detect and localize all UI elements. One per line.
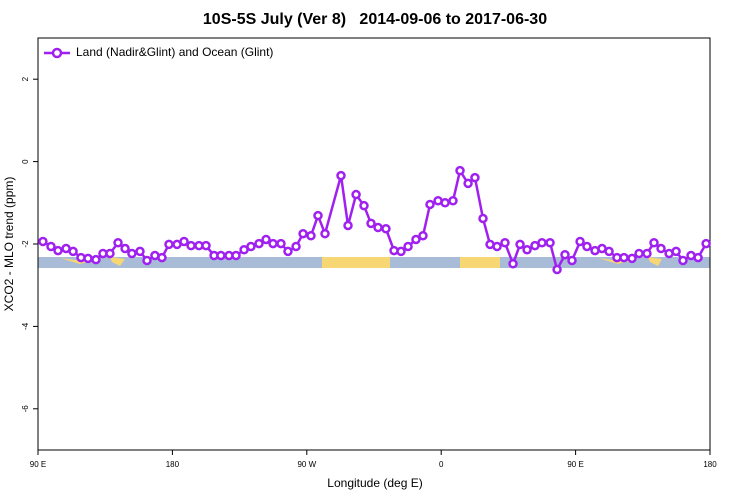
point [164,239,174,250]
point [38,236,48,247]
point [396,246,406,257]
x-tick-label: 0 [439,460,444,469]
point [373,222,383,233]
point [701,238,711,249]
point [604,246,614,257]
point [522,245,532,255]
point [537,238,547,248]
point [508,259,518,269]
point [268,238,278,249]
point [306,231,316,241]
point [179,236,189,247]
point [231,250,241,261]
point [46,241,56,252]
point [68,246,78,257]
point [478,213,488,224]
x-tick-label: 180 [703,460,717,469]
point [582,241,592,252]
point [515,239,525,250]
legend-label: Land (Nadir&Glint) and Ocean (Glint) [76,45,273,59]
point [105,248,115,259]
point [343,220,353,231]
point [91,254,101,265]
point [403,241,413,252]
y-tick-label: -2 [21,240,30,248]
point [448,195,458,206]
point [560,249,570,260]
point [649,238,659,248]
point [656,243,666,254]
point [113,238,123,248]
point [127,248,137,259]
x-tick-label: 90 E [567,460,583,469]
point [693,252,703,263]
point [463,178,473,189]
point [254,238,264,249]
x-tick-label: 90 E [30,460,46,469]
point [440,198,450,208]
point [411,234,421,245]
point [283,246,293,257]
point [470,172,480,183]
point [351,189,361,200]
point [567,255,577,266]
point [627,253,637,264]
point [634,248,644,259]
point [619,252,629,263]
point [120,243,130,254]
point [381,224,391,234]
point [455,165,465,176]
point [186,240,196,251]
y-tick-label: -4 [21,322,30,330]
point [678,255,688,266]
x-tick-label: 90 W [297,460,316,469]
x-axis-label: Longitude (deg E) [327,476,422,490]
point [500,238,510,248]
land-ocean-strip [38,257,710,268]
plot-frame [37,37,711,451]
point [336,170,346,181]
point [492,241,502,252]
point [135,246,145,257]
point [552,264,562,275]
y-axis-label: XCO2 - MLO trend (ppm) [2,177,16,312]
point [418,231,428,241]
point [366,218,376,229]
point [298,228,308,239]
point [671,246,681,257]
point [320,228,330,239]
point [642,248,652,259]
point [83,253,93,264]
point [291,241,301,252]
point [201,240,211,251]
x-tick-label: 180 [166,460,180,469]
point [425,199,435,210]
legend-marker [51,47,63,59]
chart-title: 10S-5S July (Ver 8) 2014-09-06 to 2017-0… [203,11,547,28]
point [545,238,555,248]
point [359,200,369,211]
y-tick-label: 0 [21,159,30,164]
point [216,250,226,261]
point [157,252,167,263]
point [276,238,286,249]
point [261,234,271,245]
y-tick-label: -6 [21,405,30,413]
point [575,236,585,247]
y-tick-label: 2 [21,76,30,81]
point [142,255,152,266]
point [53,245,63,256]
point [313,210,323,221]
point [246,241,256,252]
